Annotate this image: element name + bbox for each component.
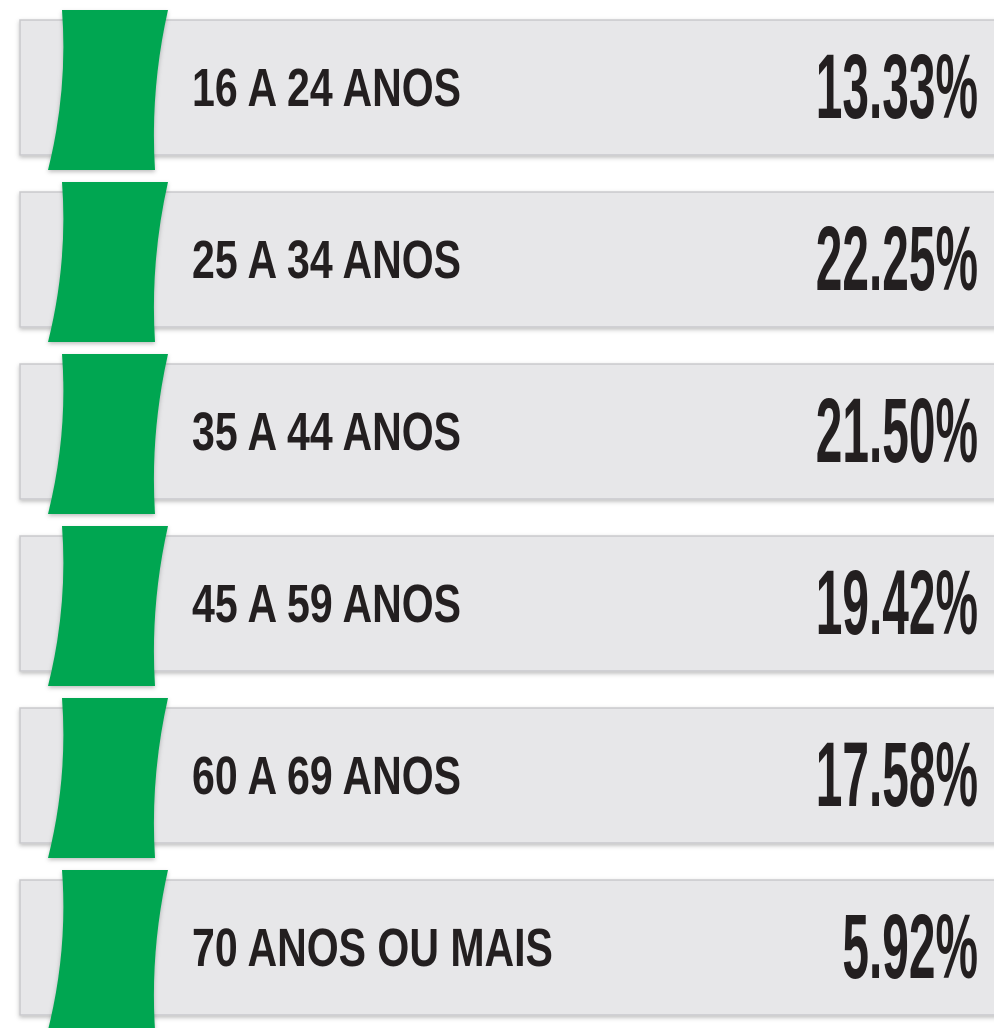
row-background <box>19 707 994 844</box>
label-group: 70 ANOS OU MAIS <box>192 918 553 978</box>
value-group: 5.92% <box>842 895 978 998</box>
row: 16 A 24 ANOS 13.33% <box>19 10 994 170</box>
row: 60 A 69 ANOS 17.58% <box>19 698 994 858</box>
green-tab <box>48 10 168 170</box>
value-group: 17.58% <box>816 723 978 826</box>
label-group: 35 A 44 ANOS <box>192 402 461 462</box>
green-tab <box>48 870 168 1028</box>
row-background <box>19 191 994 328</box>
value-group: 13.33% <box>816 35 978 138</box>
row-background <box>19 363 994 500</box>
row-label: 25 A 34 ANOS <box>192 230 461 290</box>
row-background <box>19 879 994 1016</box>
row: 35 A 44 ANOS 21.50% <box>19 354 994 514</box>
value-group: 21.50% <box>816 379 978 482</box>
label-group: 16 A 24 ANOS <box>192 58 461 118</box>
label-group: 25 A 34 ANOS <box>192 230 461 290</box>
row-value: 5.92% <box>842 895 978 998</box>
row-background <box>19 535 994 672</box>
row-label: 45 A 59 ANOS <box>192 574 461 634</box>
row-value: 22.25% <box>816 207 978 310</box>
row-label: 70 ANOS OU MAIS <box>192 918 553 978</box>
row-label: 16 A 24 ANOS <box>192 58 461 118</box>
green-tab <box>48 354 168 514</box>
label-group: 60 A 69 ANOS <box>192 746 461 806</box>
row-value: 17.58% <box>816 723 978 826</box>
row: 25 A 34 ANOS 22.25% <box>19 182 994 342</box>
value-group: 22.25% <box>816 207 978 310</box>
row-background <box>19 19 994 156</box>
row-value: 19.42% <box>816 551 978 654</box>
value-group: 19.42% <box>816 551 978 654</box>
row-label: 60 A 69 ANOS <box>192 746 461 806</box>
green-tab <box>48 698 168 858</box>
row-value: 13.33% <box>816 35 978 138</box>
row-label: 35 A 44 ANOS <box>192 402 461 462</box>
green-tab <box>48 182 168 342</box>
green-tab <box>48 526 168 686</box>
row-value: 21.50% <box>816 379 978 482</box>
row: 70 ANOS OU MAIS 5.92% <box>19 870 994 1028</box>
label-group: 45 A 59 ANOS <box>192 574 461 634</box>
row: 45 A 59 ANOS 19.42% <box>19 526 994 686</box>
